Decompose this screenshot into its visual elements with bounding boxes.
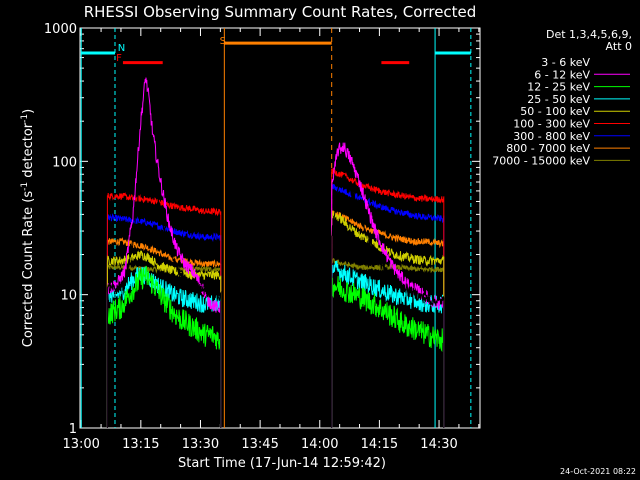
legend-label: 25 - 50 keV — [527, 93, 590, 106]
y-tick-labels: 1 10 100 1000 — [44, 22, 77, 437]
x-tick-label: 14:00 — [301, 437, 338, 452]
series-line-seg1 — [106, 132, 222, 428]
y-tick-label: 10 — [60, 289, 77, 304]
x-tick-label: 14:30 — [420, 437, 457, 452]
observation-annotations: NF S — [80, 28, 472, 428]
saa-label: S — [220, 36, 226, 47]
series-line-seg2 — [331, 260, 445, 428]
flare-label: F — [116, 53, 122, 64]
chart-title: RHESSI Observing Summary Count Rates, Co… — [84, 3, 477, 21]
legend-label: 100 - 300 keV — [513, 118, 590, 131]
series-line-seg2 — [331, 210, 445, 428]
y-tick-label: 100 — [52, 155, 77, 170]
series-line-seg2 — [331, 174, 445, 428]
series-line-seg2 — [331, 167, 445, 428]
x-tick-label: 13:15 — [122, 437, 159, 452]
legend-label: 800 - 7000 keV — [506, 142, 590, 155]
y-tick-label: 1 — [69, 422, 77, 437]
night-label: N — [118, 43, 125, 54]
x-tick-label: 13:00 — [62, 437, 99, 452]
series-line-seg2 — [331, 258, 445, 428]
axis-ticks — [80, 27, 480, 429]
legend-label: 3 - 6 keV — [541, 56, 590, 69]
y-axis-label-mid: detector — [21, 122, 36, 182]
legend-label: 6 - 12 keV — [534, 68, 590, 81]
y-axis-label: Corrected Count Rate (s-1 detector-1) — [20, 109, 36, 347]
legend-label: 50 - 100 keV — [520, 105, 590, 118]
series-line-seg2 — [331, 210, 445, 428]
series-line-seg1 — [106, 236, 222, 428]
x-axis-label: Start Time (17-Jun-14 12:59:42) — [178, 456, 386, 471]
legend-label: 300 - 800 keV — [513, 130, 590, 143]
timestamp: 24-Oct-2021 08:22 — [560, 467, 636, 476]
y-axis-label-end: ) — [21, 109, 36, 114]
legend-header-1: Det 1,3,4,5,6,9, — [546, 28, 632, 41]
series-line-seg1 — [106, 265, 222, 428]
series-line-seg2 — [331, 276, 445, 428]
series-line-seg1 — [106, 213, 222, 428]
y-axis-label-sup: -1 — [20, 182, 30, 191]
legend-label: 7000 - 15000 keV — [492, 154, 590, 167]
y-axis-label-main: Corrected Count Rate (s — [21, 191, 36, 348]
y-tick-label: 1000 — [44, 22, 77, 37]
y-axis-label-sup2: -1 — [20, 114, 30, 123]
plot-frame — [79, 27, 481, 429]
x-tick-label: 14:15 — [361, 437, 398, 452]
legend-label: 12 - 25 keV — [527, 81, 590, 94]
series-lines — [106, 77, 445, 428]
legend-header-2: Att 0 — [606, 40, 632, 53]
x-tick-label: 13:30 — [182, 437, 219, 452]
x-tick-labels: 13:00 13:15 13:30 13:45 14:00 14:15 14:30 — [62, 437, 457, 452]
series-line-seg1 — [106, 77, 222, 428]
x-tick-label: 13:45 — [241, 437, 278, 452]
series-line-seg2 — [331, 183, 445, 428]
